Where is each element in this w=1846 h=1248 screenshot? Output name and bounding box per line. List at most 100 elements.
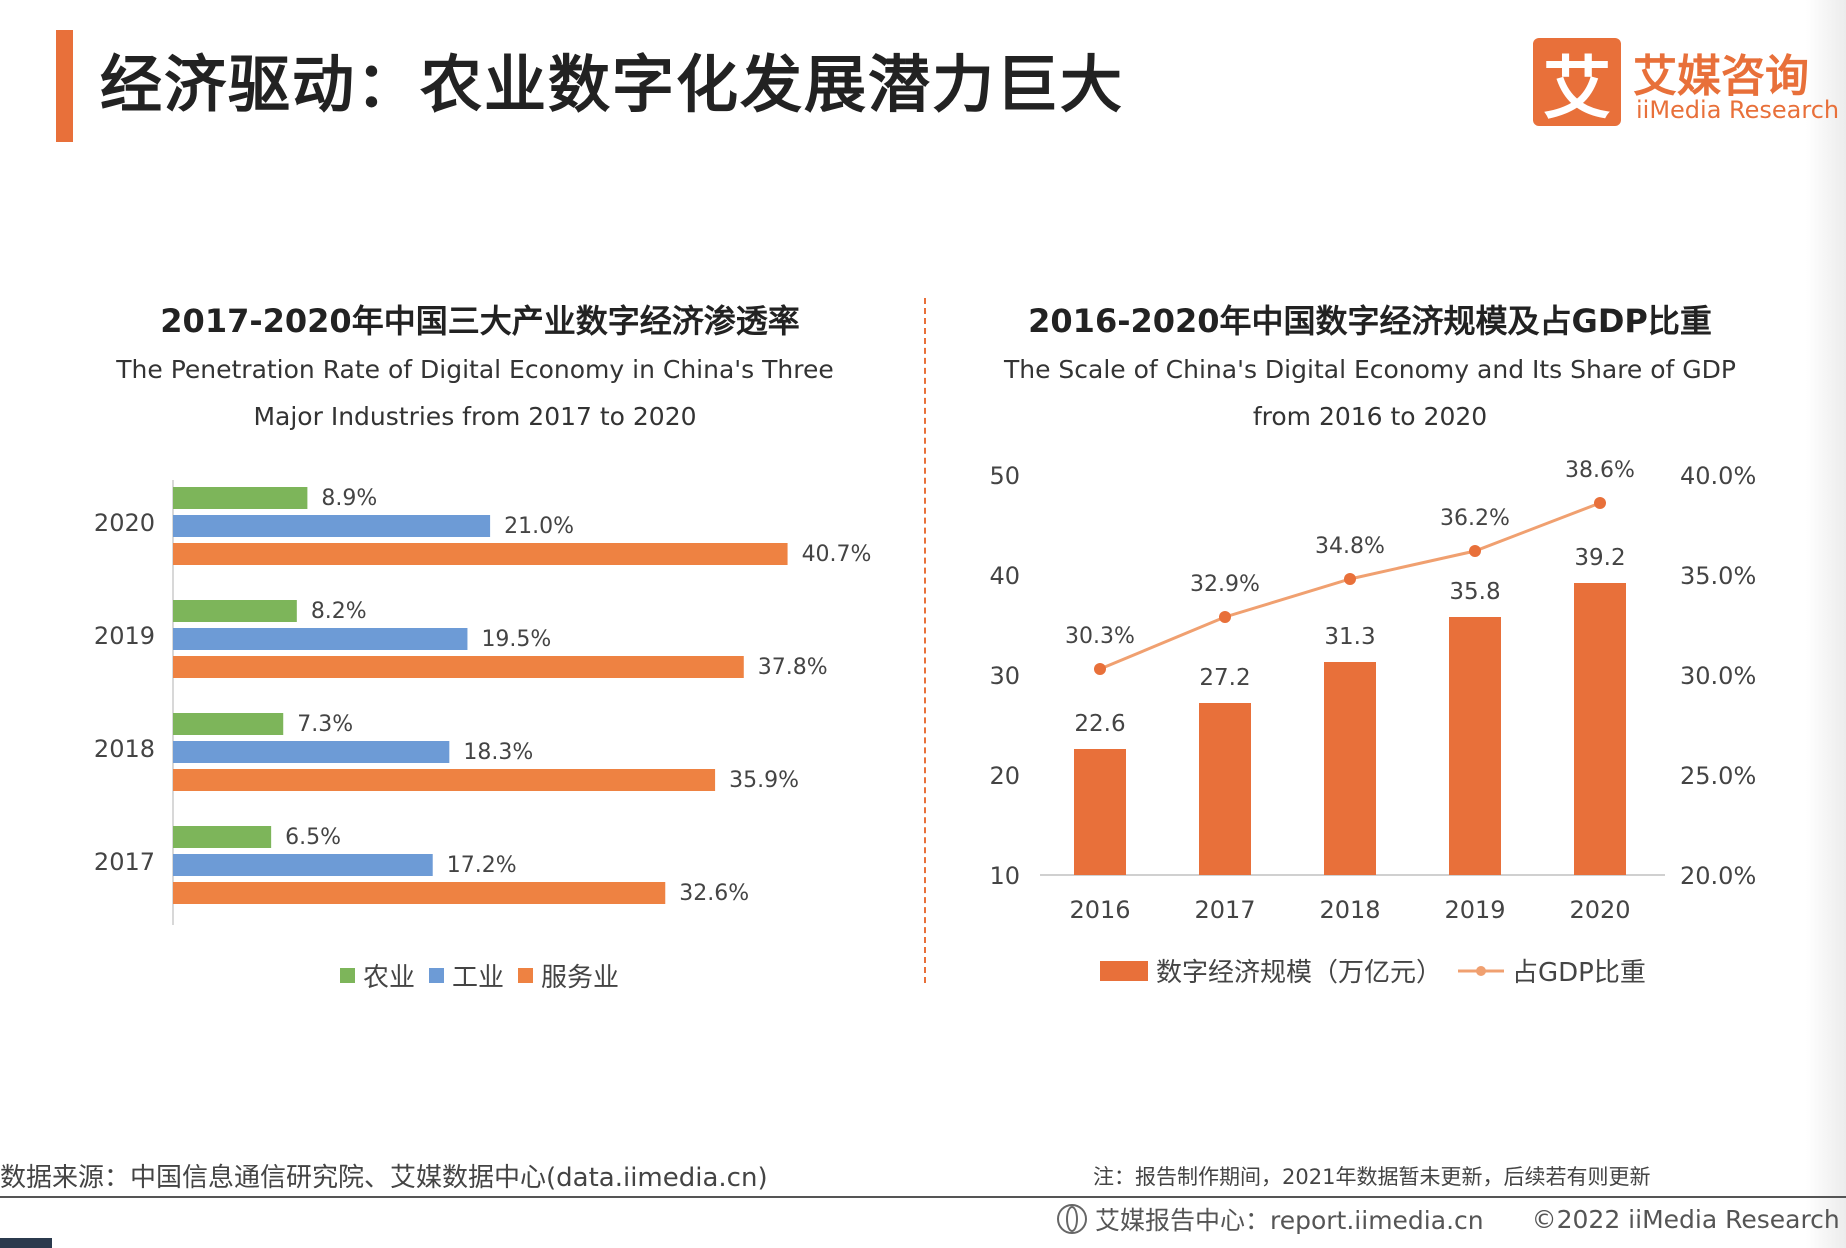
logo-english-name: iiMedia Research xyxy=(1636,96,1840,124)
chart-divider xyxy=(924,298,926,983)
footer-divider xyxy=(0,1196,1846,1198)
x-tick-2017: 2017 xyxy=(1194,896,1255,924)
legend-line-marker xyxy=(1458,965,1505,976)
data-label-2020-0: 8.9% xyxy=(321,486,377,511)
title-accent-bar xyxy=(56,30,73,142)
legend-swatch-scale xyxy=(1100,960,1148,981)
gdp-share-label-2018: 34.8% xyxy=(1315,534,1385,559)
legend-label-scale: 数字经济规模（万亿元） xyxy=(1156,958,1443,988)
y-tick-label-2018: 2018 xyxy=(94,735,155,763)
bar-label-2020: 39.2 xyxy=(1574,545,1625,571)
page-title: 经济驱动：农业数字化发展潜力巨大 xyxy=(100,48,1125,121)
legend-swatch-service xyxy=(518,968,534,983)
bar-2020 xyxy=(1574,583,1626,875)
iimedia-logo: 艾 艾媒咨询 iiMedia Research xyxy=(1533,38,1839,133)
bar-2017-0 xyxy=(173,826,272,848)
globe-icon xyxy=(1057,1204,1087,1234)
gdp-share-point-2020 xyxy=(1594,497,1606,509)
right-y-tick-30.0%: 30.0% xyxy=(1680,662,1756,690)
gdp-share-point-2016 xyxy=(1094,663,1106,675)
bar-2019-0 xyxy=(173,600,297,622)
footnote: 注：报告制作期间，2021年数据暂未更新，后续若有则更新 xyxy=(1093,1165,1651,1189)
bar-2020-0 xyxy=(173,487,308,509)
x-tick-2018: 2018 xyxy=(1319,896,1380,924)
y-tick-label-2017: 2017 xyxy=(94,848,155,876)
legend-swatch-industry xyxy=(429,968,445,983)
gdp-share-label-2017: 32.9% xyxy=(1190,572,1260,597)
right-chart-subtitle: The Scale of China's Digital Economy and… xyxy=(1003,355,1736,431)
gdp-share-label-2020: 38.6% xyxy=(1565,458,1635,483)
gdp-share-label-2016: 30.3% xyxy=(1065,624,1135,649)
bar-2018-1 xyxy=(173,741,450,763)
bar-2018 xyxy=(1324,662,1376,875)
bar-2019 xyxy=(1449,617,1501,875)
legend-item-industry: 工业 xyxy=(429,957,504,994)
bar-2017-1 xyxy=(173,854,433,876)
right-chart-legend: 数字经济规模（万亿元） 占GDP比重 xyxy=(1100,952,1660,989)
data-label-2019-2: 37.8% xyxy=(758,655,828,680)
legend-label-gdp-share: 占GDP比重 xyxy=(1512,958,1646,988)
right-y-tick-20.0%: 20.0% xyxy=(1680,862,1756,890)
legend-swatch-agriculture xyxy=(340,968,355,983)
bar-label-2018: 31.3 xyxy=(1324,624,1375,650)
report-center-link[interactable]: 艾媒报告中心：report.iimedia.cn xyxy=(1095,1206,1484,1235)
bar-2017 xyxy=(1199,703,1251,875)
legend-item-service: 服务业 xyxy=(518,957,619,994)
footer-info: 艾媒报告中心：report.iimedia.cn ©2022 iiMedia R… xyxy=(1057,1201,1846,1237)
legend-item-gdp-share: 占GDP比重 xyxy=(1456,952,1646,989)
right-y-tick-25.0%: 25.0% xyxy=(1680,762,1756,790)
data-label-2017-1: 17.2% xyxy=(447,853,517,878)
left-y-tick-40: 40 xyxy=(989,562,1020,590)
data-label-2017-2: 32.6% xyxy=(679,881,749,906)
legend-item-scale: 数字经济规模（万亿元） xyxy=(1100,952,1442,989)
right-chart-title: 2016-2020年中国数字经济规模及占GDP比重 xyxy=(1028,302,1712,340)
bar-2019-1 xyxy=(173,628,468,650)
logo-chinese-name: 艾媒咨询 xyxy=(1633,51,1809,102)
gdp-share-point-2019 xyxy=(1469,545,1481,557)
left-chart-legend: 农业 工业 服务业 xyxy=(340,957,633,994)
x-tick-2020: 2020 xyxy=(1569,896,1630,924)
legend-label-service: 服务业 xyxy=(541,963,620,993)
left-chart-title: 2017-2020年中国三大产业数字经济渗透率 xyxy=(160,302,800,340)
logo-mark: 艾 xyxy=(1533,38,1621,129)
x-tick-2019: 2019 xyxy=(1444,896,1505,924)
x-tick-2016: 2016 xyxy=(1069,896,1130,924)
legend-label-agriculture: 农业 xyxy=(363,963,416,993)
page-edge-shadow xyxy=(1806,0,1846,1248)
data-label-2020-1: 21.0% xyxy=(504,514,574,539)
gdp-share-label-2019: 36.2% xyxy=(1440,506,1510,531)
bar-2016 xyxy=(1074,749,1126,875)
data-label-2018-1: 18.3% xyxy=(463,740,533,765)
data-label-2019-1: 19.5% xyxy=(481,627,551,652)
data-label-2018-2: 35.9% xyxy=(729,768,799,793)
bar-label-2017: 27.2 xyxy=(1199,665,1250,691)
right-y-tick-40.0%: 40.0% xyxy=(1680,462,1756,490)
bottom-edge-mark xyxy=(0,1238,52,1248)
data-label-2020-2: 40.7% xyxy=(802,542,872,567)
left-y-tick-10: 10 xyxy=(989,862,1020,890)
left-y-tick-50: 50 xyxy=(989,462,1020,490)
bar-label-2019: 35.8 xyxy=(1449,579,1500,605)
left-chart-subtitle: The Penetration Rate of Digital Economy … xyxy=(116,355,834,431)
data-source: 数据来源：中国信息通信研究院、艾媒数据中心(data.iimedia.cn) xyxy=(0,1163,768,1193)
bar-2019-2 xyxy=(173,656,744,678)
data-label-2017-0: 6.5% xyxy=(285,825,341,850)
bar-2020-2 xyxy=(173,543,788,565)
data-label-2018-0: 7.3% xyxy=(297,712,353,737)
gdp-share-point-2018 xyxy=(1344,573,1356,585)
y-tick-label-2020: 2020 xyxy=(94,509,155,537)
legend-label-industry: 工业 xyxy=(452,963,505,993)
bar-label-2016: 22.6 xyxy=(1074,711,1125,737)
right-y-tick-35.0%: 35.0% xyxy=(1680,562,1756,590)
copyright: ©2022 iiMedia Research Inc xyxy=(1531,1204,1846,1234)
bar-2018-2 xyxy=(173,769,716,791)
y-tick-label-2019: 2019 xyxy=(94,622,155,650)
gdp-share-point-2017 xyxy=(1219,611,1231,623)
legend-item-agriculture: 农业 xyxy=(340,957,415,994)
data-label-2019-0: 8.2% xyxy=(311,599,367,624)
left-y-tick-30: 30 xyxy=(989,662,1020,690)
bar-2020-1 xyxy=(173,515,491,537)
left-y-tick-20: 20 xyxy=(989,762,1020,790)
